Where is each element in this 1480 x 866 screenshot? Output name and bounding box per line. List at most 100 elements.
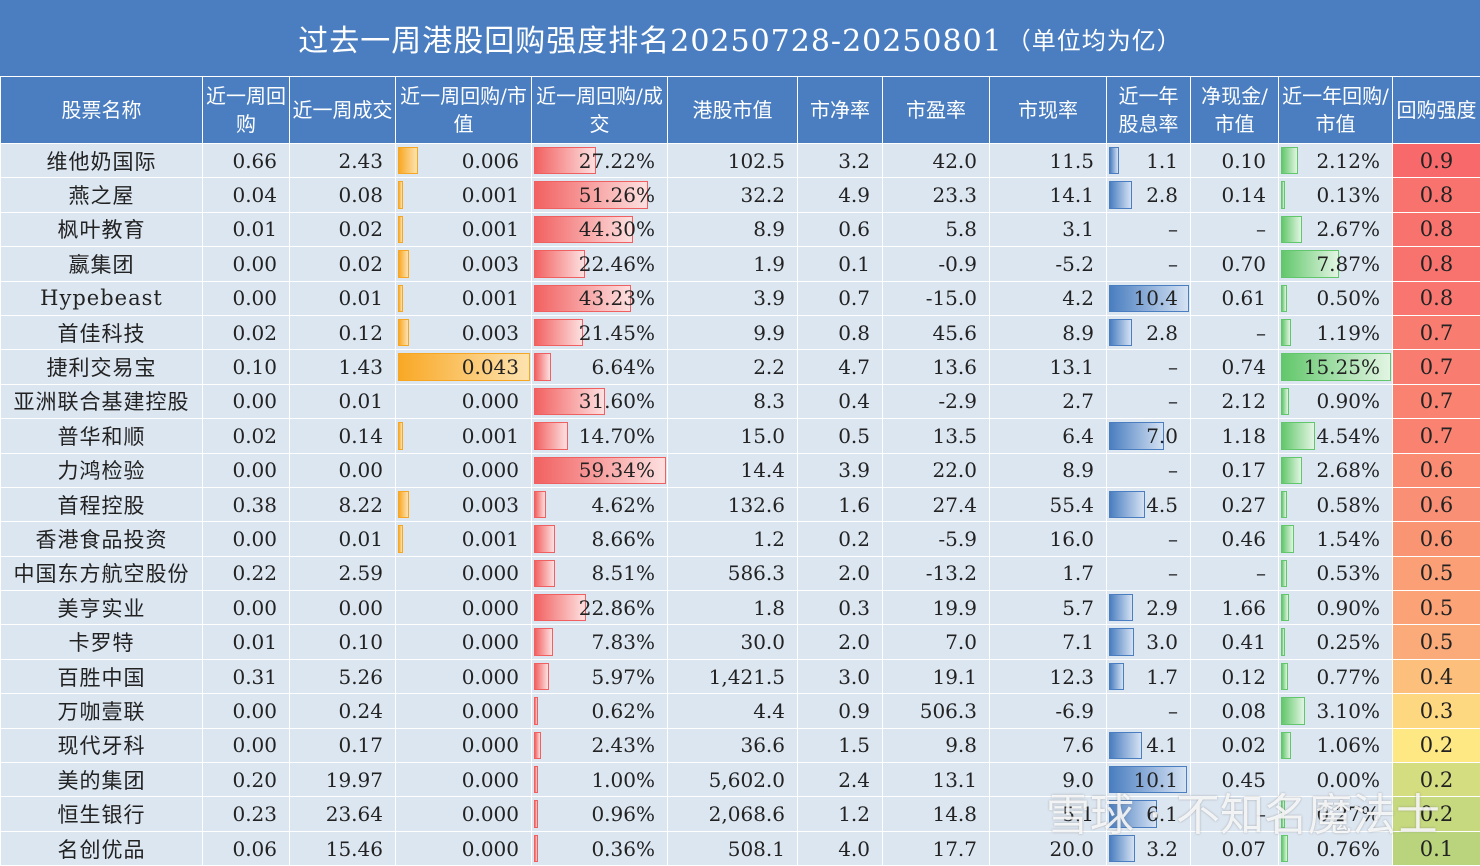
buyback-mcap-cell: 0.001 [396,281,532,315]
week-buyback-value: 0.02 [232,321,289,345]
week-volume-cell: 23.64 [290,797,396,831]
buyback-volume-cell: 5.97% [532,659,668,693]
pcf-value: 11.5 [1049,149,1106,173]
pb-value: 4.0 [838,837,882,861]
pcf-value: 8.9 [1062,458,1106,482]
pb-value: 4.9 [838,183,882,207]
buyback-mcap-value: 0.000 [462,389,531,413]
buyback-volume-cell: 2.43% [532,728,668,762]
pcf-value: 55.4 [1049,493,1106,517]
pb-cell: 0.3 [798,591,883,625]
stock-name-cell: 名创优品 [1,831,203,865]
ym-data-bar [1281,388,1289,415]
hk-mcap-cell: 5,602.0 [668,763,798,797]
pe-value: 19.9 [932,596,989,620]
header-row: 股票名称近一周回购近一周成交近一周回购/市值近一周回购/成交港股市值市净率市盈率… [1,77,1480,144]
netcash-mcap-cell: – [1191,212,1279,246]
buyback-mcap-cell: 0.001 [396,212,532,246]
ym-data-bar [1281,732,1291,759]
buyback-strength-cell: 0.6 [1393,522,1480,556]
pb-cell: 1.6 [798,487,883,521]
week-buyback-cell: 0.00 [203,281,290,315]
buyback-volume-cell: 59.34% [532,453,668,487]
year-buyback-mcap-cell: 0.77% [1279,659,1393,693]
week-volume-value: 0.14 [338,424,395,448]
buyback-mcap-cell: 0.000 [396,453,532,487]
buyback-mcap-cell: 0.000 [396,384,532,418]
stock-name-cell: 维他奶国际 [1,144,203,178]
pb-cell: 2.0 [798,625,883,659]
stock-name-value: 维他奶国际 [47,150,157,174]
week-buyback-cell: 0.06 [203,831,290,865]
pe-cell: 45.6 [883,315,990,349]
pb-cell: 2.0 [798,556,883,590]
week-volume-value: 0.08 [338,183,395,207]
netcash-mcap-cell: 0.74 [1191,350,1279,384]
week-buyback-cell: 0.02 [203,419,290,453]
week-buyback-cell: 0.00 [203,694,290,728]
week-volume-value: 15.46 [326,837,395,861]
bm-data-bar [398,422,403,449]
year-buyback-mcap-cell: 2.67% [1279,212,1393,246]
week-buyback-value: 0.38 [232,493,289,517]
netcash-mcap-cell: 0.08 [1191,694,1279,728]
pb-cell: 3.2 [798,144,883,178]
bv-data-bar [534,422,568,449]
buyback-volume-cell: 4.62% [532,487,668,521]
netcash-mcap-cell: 2.12 [1191,384,1279,418]
pb-cell: 2.4 [798,763,883,797]
hk-mcap-value: 2,068.6 [709,802,797,826]
dividend-yield-cell: – [1107,453,1191,487]
stock-name-cell: 嬴集团 [1,247,203,281]
week-buyback-value: 0.66 [232,149,289,173]
hk-mcap-value: 9.9 [753,321,797,345]
buyback-strength-value: 0.5 [1420,561,1453,585]
buyback-mcap-value: 0.000 [462,802,531,826]
pe-value: 5.8 [945,217,989,241]
dividend-yield-value: – [1168,699,1190,723]
pb-value: 0.4 [838,389,882,413]
buyback-volume-value: 31.60% [579,389,667,413]
week-volume-value: 0.00 [338,596,395,620]
year-buyback-mcap-cell: 2.68% [1279,453,1393,487]
pe-cell: -15.0 [883,281,990,315]
year-buyback-mcap-value: 0.13% [1316,183,1392,207]
year-buyback-mcap-value: 0.50% [1316,286,1392,310]
week-buyback-cell: 0.02 [203,315,290,349]
stock-name-cell: 力鸿检验 [1,453,203,487]
buyback-strength-cell: 0.7 [1393,384,1480,418]
buyback-mcap-cell: 0.000 [396,556,532,590]
pe-value: 17.7 [932,837,989,861]
stock-name-value: 中国东方航空股份 [14,562,190,586]
buyback-mcap-cell: 0.000 [396,591,532,625]
buyback-volume-value: 22.46% [579,252,667,276]
stock-name-value: 百胜中国 [58,666,146,690]
pe-value: 27.4 [932,493,989,517]
netcash-mcap-cell: 0.02 [1191,728,1279,762]
buyback-mcap-value: 0.003 [462,321,531,345]
bv-data-bar [534,525,555,552]
week-buyback-value: 0.00 [232,458,289,482]
dividend-yield-value: 1.1 [1146,149,1190,173]
bv-data-bar [534,250,585,277]
buyback-volume-value: 1.00% [591,768,667,792]
pb-value: 3.0 [838,665,882,689]
hk-mcap-cell: 1.8 [668,591,798,625]
hk-mcap-value: 8.9 [753,217,797,241]
week-buyback-cell: 0.10 [203,350,290,384]
div-data-bar [1109,628,1134,655]
buyback-strength-cell: 0.7 [1393,315,1480,349]
week-volume-cell: 0.00 [290,591,396,625]
week-buyback-cell: 0.00 [203,384,290,418]
pb-value: 0.3 [838,596,882,620]
header-buyback-mcap: 近一周回购/市值 [396,77,532,144]
week-volume-value: 1.43 [338,355,395,379]
week-buyback-cell: 0.00 [203,728,290,762]
bm-data-bar [398,285,403,312]
week-volume-value: 2.43 [338,149,395,173]
pe-cell: 17.7 [883,831,990,865]
week-buyback-value: 0.04 [232,183,289,207]
buyback-mcap-value: 0.001 [462,183,531,207]
year-buyback-mcap-value: 0.77% [1316,665,1392,689]
